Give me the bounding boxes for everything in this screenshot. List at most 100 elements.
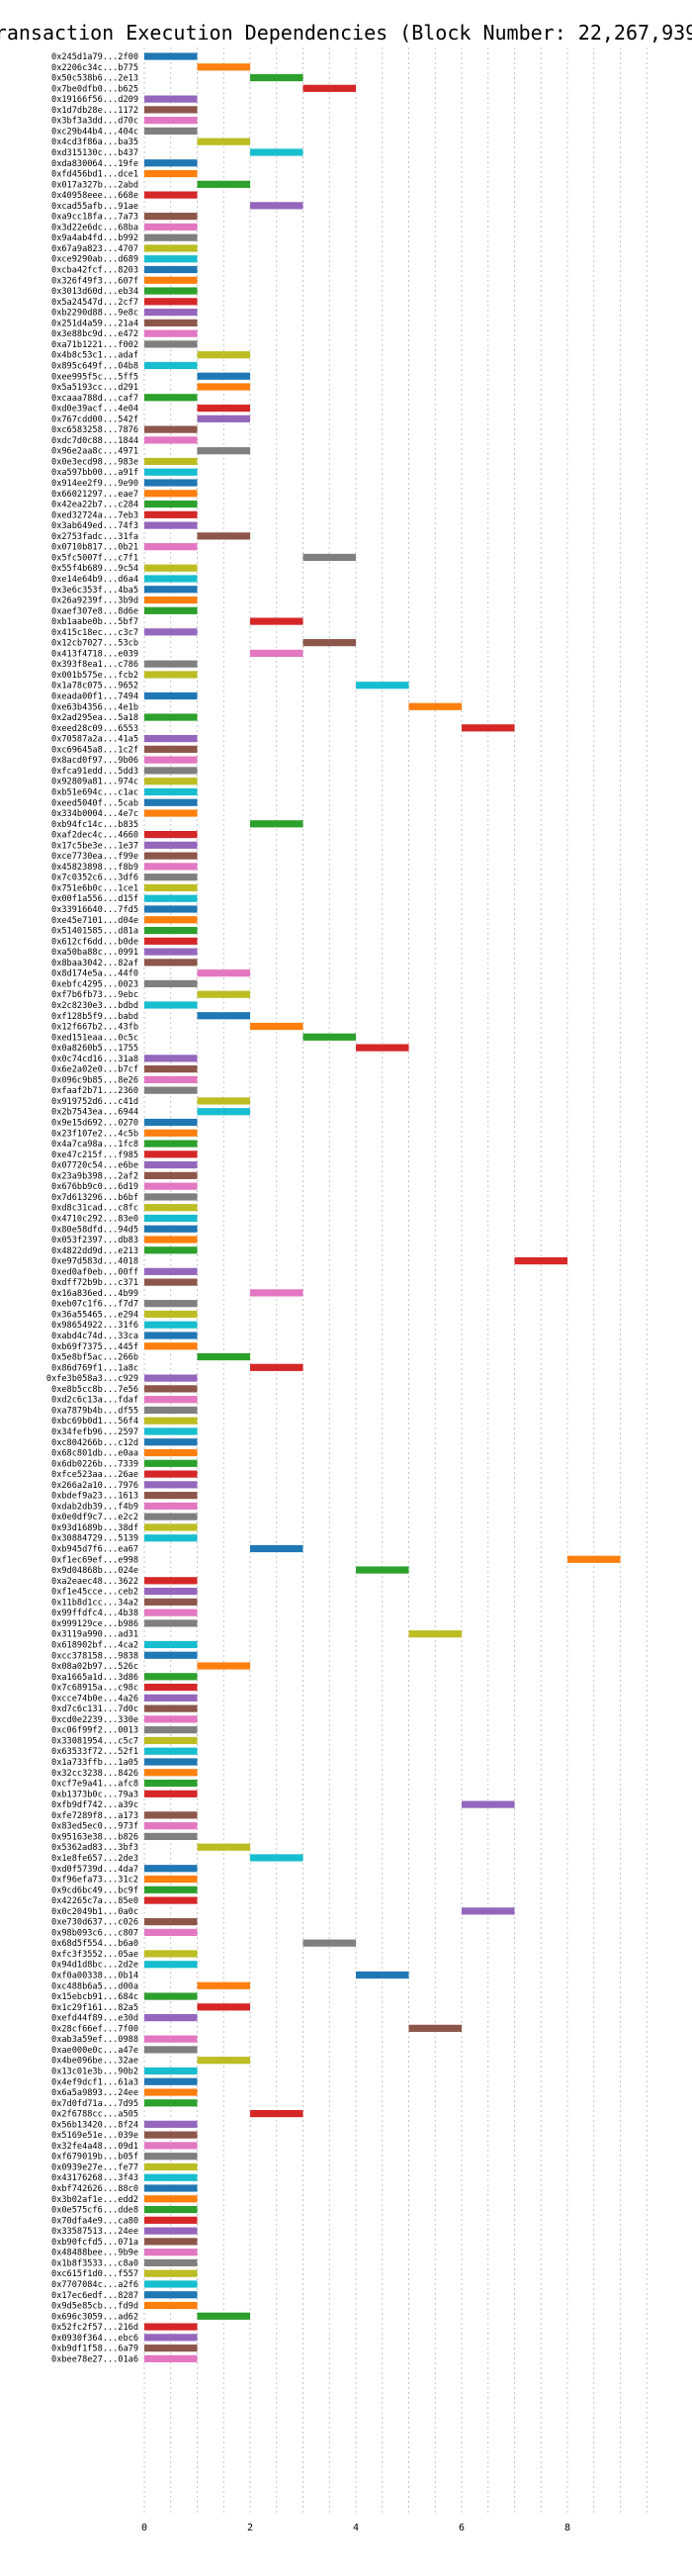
transaction-label: 0x7c68915a...c98c (51, 1684, 138, 1694)
transaction-bar (144, 2195, 198, 2203)
transaction-bar (144, 479, 198, 487)
transaction-label: 0xcad55afb...91ae (51, 202, 138, 212)
transaction-label: 0x9d04868b...024e (51, 1566, 138, 1576)
transaction-label: 0x618902bf...4ca2 (51, 1640, 138, 1650)
transaction-bar (144, 596, 198, 604)
transaction-label: 0x3e6c353f...4ba5 (51, 586, 138, 596)
transaction-label: 0xcf7e9a41...afc8 (51, 1780, 138, 1790)
transaction-label: 0x0c74cd16...31a8 (51, 1055, 138, 1064)
transaction-bar (144, 745, 198, 753)
transaction-bar (144, 1214, 198, 1223)
transaction-bar (250, 73, 303, 82)
transaction-bar (144, 329, 198, 337)
transaction-bar (144, 1406, 198, 1415)
transaction-label: 0x68d5f554...b6a0 (51, 1939, 138, 1949)
transaction-bar (144, 979, 198, 988)
transaction-bar (144, 1865, 198, 1873)
transaction-bar (144, 1588, 198, 1596)
transaction-label: 0xf679019b...b05f (51, 2153, 138, 2162)
transaction-bar (144, 1171, 198, 1179)
transaction-bar (144, 1150, 198, 1158)
transaction-label: 0x326f49f3...607f (51, 276, 138, 286)
transaction-bar (144, 1470, 198, 1478)
transaction-bar (144, 606, 198, 614)
transaction-label: 0x95163e38...b826 (51, 1832, 138, 1842)
transaction-label: 0xd2c6c13a...fdaf (51, 1396, 138, 1406)
transaction-bar (144, 1481, 198, 1489)
transaction-bar (144, 127, 198, 136)
transaction-bar (197, 404, 250, 413)
transaction-label: 0x19166f56...d209 (51, 95, 138, 105)
transaction-label: 0xefd44f89...e30d (51, 2014, 138, 2024)
transaction-label: 0xb1aabe0b...5bf7 (51, 617, 138, 627)
x-tick-label: 2 (247, 2523, 253, 2533)
transaction-label: 0x245d1a79...2f00 (51, 52, 138, 62)
transaction-label: 0x99ffdfc4...4b38 (51, 1609, 138, 1618)
transaction-bar (144, 905, 198, 913)
transaction-bar (144, 2269, 198, 2277)
transaction-bar (197, 1108, 250, 1116)
transaction-label: 0x3d22e6dc...68ba (51, 223, 138, 232)
transaction-bar (144, 874, 198, 881)
x-tick-label: 8 (564, 2523, 570, 2533)
transaction-bar (144, 2131, 198, 2139)
transaction-label: 0xd315130c...b437 (51, 148, 138, 158)
transaction-label: 0xf1e45cce...ceb2 (51, 1588, 138, 1598)
transaction-label: 0x26a9239f...3b9d (51, 597, 138, 606)
transaction-label: 0xb90fcfd5...071a (51, 2238, 138, 2248)
transaction-label: 0x17ec6edf...8287 (51, 2291, 138, 2301)
transaction-bar (144, 713, 198, 721)
transaction-label: 0xcce74b0e...4a26 (51, 1694, 138, 1703)
transaction-label: 0x0939e27e...fe77 (51, 2162, 138, 2172)
transaction-label: 0x2f6788cc...a505 (51, 2110, 138, 2120)
transaction-label: 0x6e2a02e0...b7cf (51, 1065, 138, 1075)
transaction-bar (144, 117, 198, 125)
transaction-label: 0x23a9b398...2af2 (51, 1171, 138, 1181)
transaction-bar (197, 1012, 250, 1020)
transaction-bar (144, 1779, 198, 1788)
transaction-label: 0x68c801db...e0aa (51, 1449, 138, 1459)
transaction-label: 0x8baa3042...82af (51, 959, 138, 968)
transaction-label: 0xfaaf2b71...2360 (51, 1086, 138, 1096)
transaction-label: 0xf0a00338...0b14 (51, 1972, 138, 1981)
transaction-bar (144, 191, 198, 199)
transaction-bar (197, 351, 250, 359)
transaction-bar (144, 276, 198, 284)
transaction-bar (144, 223, 198, 230)
transaction-bar (144, 1651, 198, 1659)
transaction-bar (144, 1736, 198, 1745)
transaction-bar (144, 852, 198, 860)
transaction-label: 0x70587a2a...41a5 (51, 735, 138, 745)
transaction-label: 0xe63b4356...4e1b (51, 702, 138, 712)
transaction-bar (144, 1204, 198, 1212)
transaction-bar (144, 255, 198, 263)
transaction-label: 0x9cd6bc49...bc9f (51, 1886, 138, 1895)
transaction-bar (462, 1907, 515, 1915)
transaction-label: 0x0930f364...ebc6 (51, 2334, 138, 2344)
transaction-label: 0x11b8d1cc...34a2 (51, 1598, 138, 1608)
transaction-bar (356, 1971, 409, 1979)
transaction-bar (144, 244, 198, 252)
transaction-label: 0xfd456bd1...dce1 (51, 170, 138, 180)
transaction-label: 0x8d174e5a...44f0 (51, 969, 138, 979)
transaction-label: 0xc29b44b4...404c (51, 127, 138, 137)
transaction-bar (144, 169, 198, 178)
transaction-bar (144, 159, 198, 167)
transaction-label: 0xa9cc18fa...7a73 (51, 213, 138, 223)
transaction-bar (144, 1182, 198, 1190)
transaction-label: 0x42ea22b7...c284 (51, 501, 138, 510)
transaction-label: 0x12cb7027...53cb (51, 639, 138, 649)
transaction-bar (356, 1566, 409, 1574)
transaction-label: 0x017a327b...2abd (51, 180, 138, 190)
transaction-label: 0x5fc5007f...c7f1 (51, 553, 138, 563)
chart-title: Transaction Execution Dependencies (Bloc… (0, 21, 692, 45)
transaction-bar (144, 2162, 198, 2171)
transaction-bar (144, 778, 198, 785)
transaction-label: 0x80e58dfd...94d5 (51, 1225, 138, 1235)
transaction-bar (144, 1129, 198, 1137)
transaction-label: 0x34fefb96...2597 (51, 1427, 138, 1437)
transaction-bar (197, 1981, 250, 1989)
transaction-bar (197, 2057, 250, 2065)
transaction-label: 0x33081954...c5c7 (51, 1736, 138, 1746)
transaction-label: 0x3bf3a3dd...d70c (51, 117, 138, 127)
